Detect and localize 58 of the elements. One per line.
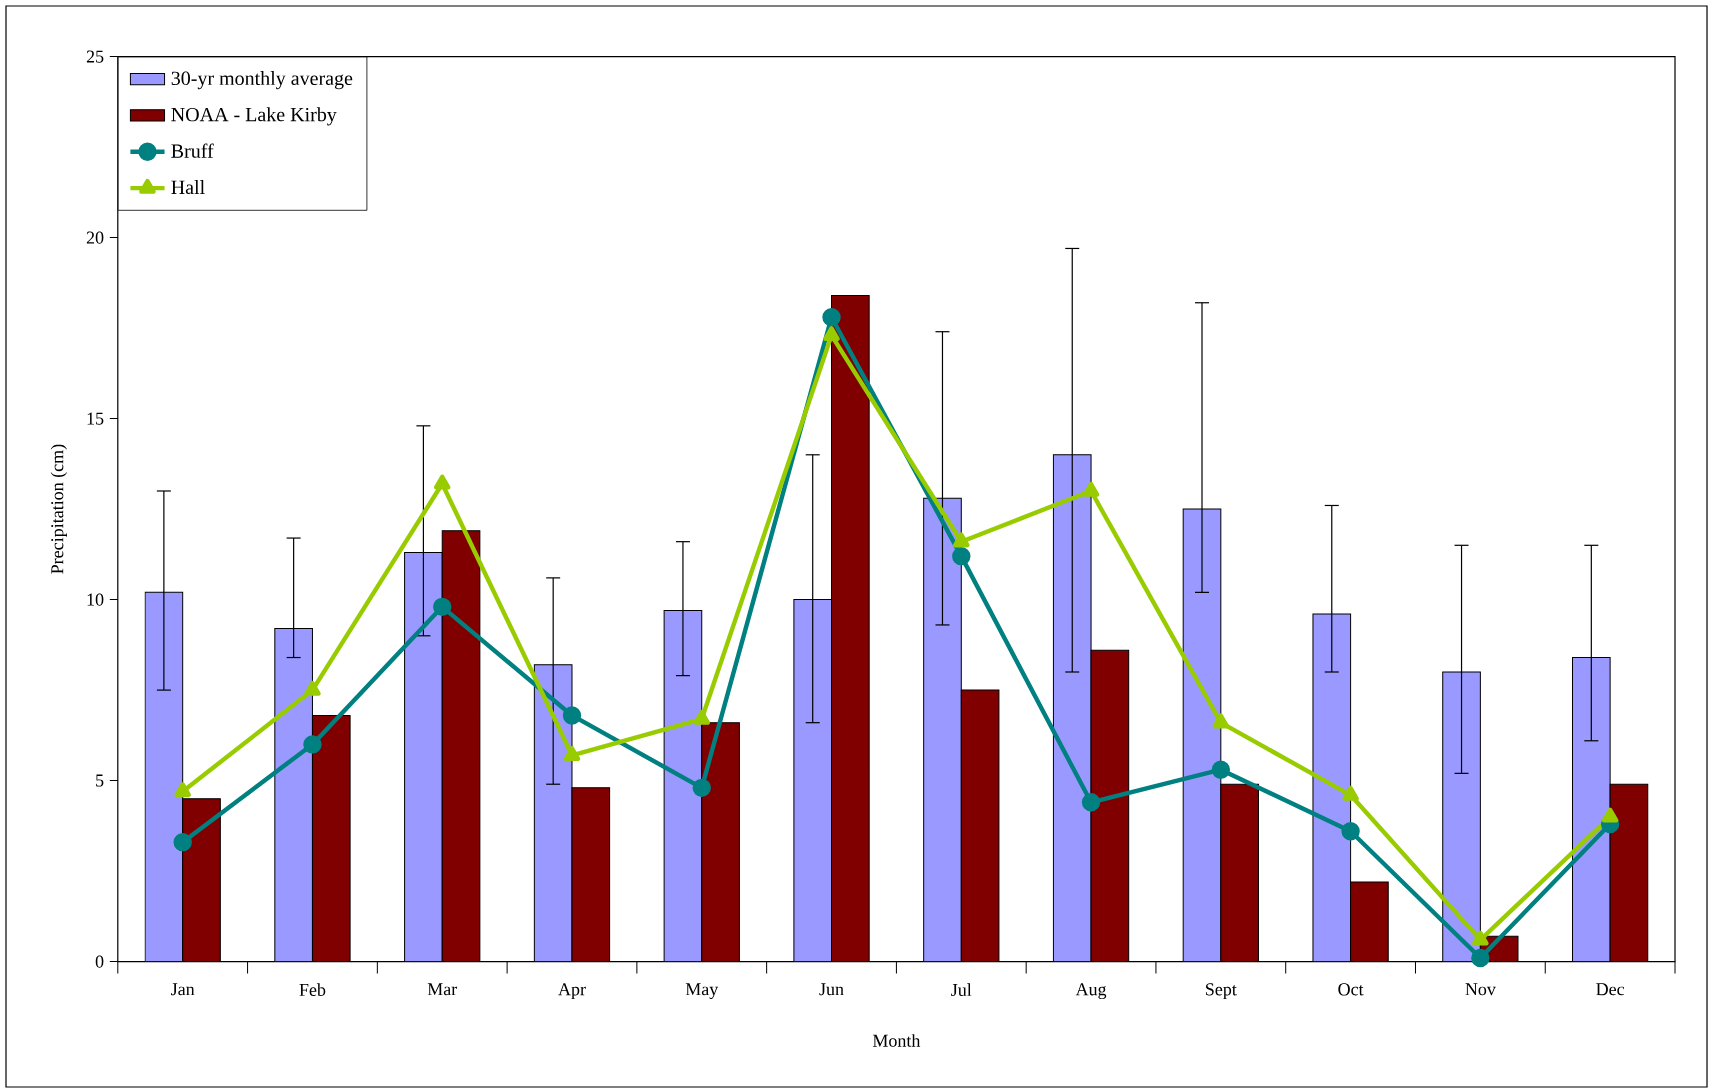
point — [433, 474, 451, 490]
x-tick-label: Nov — [1465, 983, 1496, 996]
x-tick-label: May — [685, 983, 719, 1000]
point — [692, 778, 711, 798]
point — [173, 832, 192, 852]
y-tick-label: 5 — [96, 774, 104, 787]
y-tick-label: 20 — [86, 231, 104, 244]
point — [303, 735, 322, 754]
point — [953, 532, 970, 548]
bar — [1350, 881, 1389, 962]
bar — [311, 714, 351, 962]
x-tick-label: Aug — [1075, 983, 1107, 1000]
x-tick-label: Dec — [1596, 983, 1625, 996]
point — [822, 308, 841, 327]
point — [1601, 807, 1619, 823]
point — [304, 680, 321, 696]
bar — [571, 787, 611, 962]
point — [1082, 481, 1100, 497]
bar — [831, 295, 870, 962]
bar — [1609, 783, 1649, 962]
legend-label: Hall — [171, 180, 205, 195]
x-tick-label: Apr — [558, 983, 586, 1000]
x-axis-title: Month — [872, 1034, 921, 1047]
x-tick-label: Oct — [1338, 983, 1364, 996]
point — [174, 782, 191, 798]
bar — [441, 530, 481, 962]
y-tick-label: 25 — [86, 50, 104, 63]
point — [1211, 760, 1231, 779]
point — [1212, 713, 1230, 729]
point — [1081, 793, 1101, 812]
bar — [701, 722, 740, 962]
point — [693, 709, 711, 725]
point — [1471, 948, 1490, 968]
x-tick-label: Jul — [951, 983, 972, 997]
legend-label: Bruff — [171, 143, 214, 158]
bar — [960, 689, 1000, 962]
legend-label: 30-yr monthly average — [171, 70, 353, 90]
y-tick-label: 0 — [95, 955, 104, 968]
y-tick-label: 10 — [87, 593, 104, 606]
point — [563, 746, 581, 761]
y-axis-title: Precipitation (cm) — [50, 444, 67, 574]
bar — [1220, 783, 1259, 962]
point — [1342, 785, 1359, 801]
bar — [182, 798, 221, 962]
point — [433, 597, 452, 617]
legend-label: NOAA - Lake Kirby — [171, 107, 337, 126]
point — [823, 326, 840, 342]
point — [562, 706, 582, 725]
x-tick-label: Feb — [299, 983, 326, 997]
x-tick-label: Jan — [171, 983, 195, 996]
x-tick-label: Jun — [819, 983, 844, 996]
point — [1472, 930, 1489, 946]
x-tick-label: Mar — [427, 983, 458, 996]
x-tick-label: Sept — [1206, 983, 1237, 1000]
y-tick-label: 15 — [87, 412, 104, 425]
point — [952, 546, 971, 566]
bar — [1090, 649, 1130, 962]
point — [1341, 822, 1360, 841]
